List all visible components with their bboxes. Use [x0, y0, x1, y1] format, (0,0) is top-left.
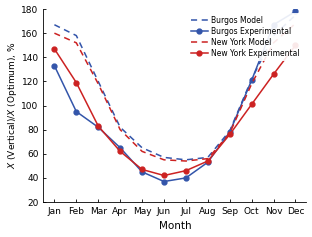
New York Model	[162, 158, 166, 161]
Burgos Model	[118, 126, 122, 129]
New York Model	[294, 22, 297, 25]
Burgos Model	[140, 146, 144, 149]
Burgos Experimental	[206, 161, 210, 164]
Line: New York Model: New York Model	[54, 23, 295, 161]
New York Experimental	[96, 125, 100, 128]
New York Model	[140, 150, 144, 153]
Line: Burgos Experimental: Burgos Experimental	[52, 9, 298, 184]
Burgos Model	[250, 77, 254, 80]
Burgos Experimental	[118, 146, 122, 149]
Burgos Model	[206, 156, 210, 159]
Burgos Experimental	[272, 23, 275, 26]
New York Model	[75, 41, 78, 44]
Burgos Model	[184, 158, 188, 161]
New York Experimental	[272, 73, 275, 76]
Burgos Model	[272, 34, 275, 37]
Line: New York Experimental: New York Experimental	[52, 43, 298, 178]
New York Experimental	[250, 103, 254, 106]
New York Model	[228, 132, 232, 135]
New York Experimental	[52, 47, 56, 50]
Legend: Burgos Model, Burgos Experimental, New York Model, New York Experimental: Burgos Model, Burgos Experimental, New Y…	[188, 13, 303, 61]
Y-axis label: $X$ (Vertical)/$X$ (Optimum), %: $X$ (Vertical)/$X$ (Optimum), %	[6, 42, 18, 169]
Burgos Experimental	[250, 79, 254, 82]
New York Experimental	[294, 44, 297, 47]
Burgos Model	[75, 34, 78, 37]
New York Model	[250, 82, 254, 85]
Line: Burgos Model: Burgos Model	[54, 15, 295, 160]
Burgos Model	[228, 129, 232, 132]
New York Experimental	[75, 81, 78, 84]
New York Model	[206, 157, 210, 160]
New York Experimental	[206, 160, 210, 162]
Burgos Model	[162, 156, 166, 159]
Burgos Experimental	[294, 10, 297, 13]
New York Experimental	[184, 169, 188, 172]
X-axis label: Month: Month	[158, 221, 191, 232]
New York Experimental	[162, 174, 166, 177]
Burgos Experimental	[162, 180, 166, 183]
Burgos Model	[294, 14, 297, 17]
New York Model	[96, 82, 100, 85]
Burgos Model	[96, 80, 100, 83]
Burgos Experimental	[96, 126, 100, 129]
New York Experimental	[118, 150, 122, 153]
Burgos Experimental	[228, 131, 232, 133]
New York Model	[118, 128, 122, 131]
New York Experimental	[228, 133, 232, 136]
Burgos Experimental	[75, 110, 78, 113]
Burgos Experimental	[52, 64, 56, 67]
Burgos Model	[52, 23, 56, 26]
New York Experimental	[140, 168, 144, 171]
Burgos Experimental	[140, 170, 144, 173]
New York Model	[184, 160, 188, 162]
New York Model	[52, 32, 56, 35]
New York Model	[272, 41, 275, 44]
Burgos Experimental	[184, 177, 188, 179]
